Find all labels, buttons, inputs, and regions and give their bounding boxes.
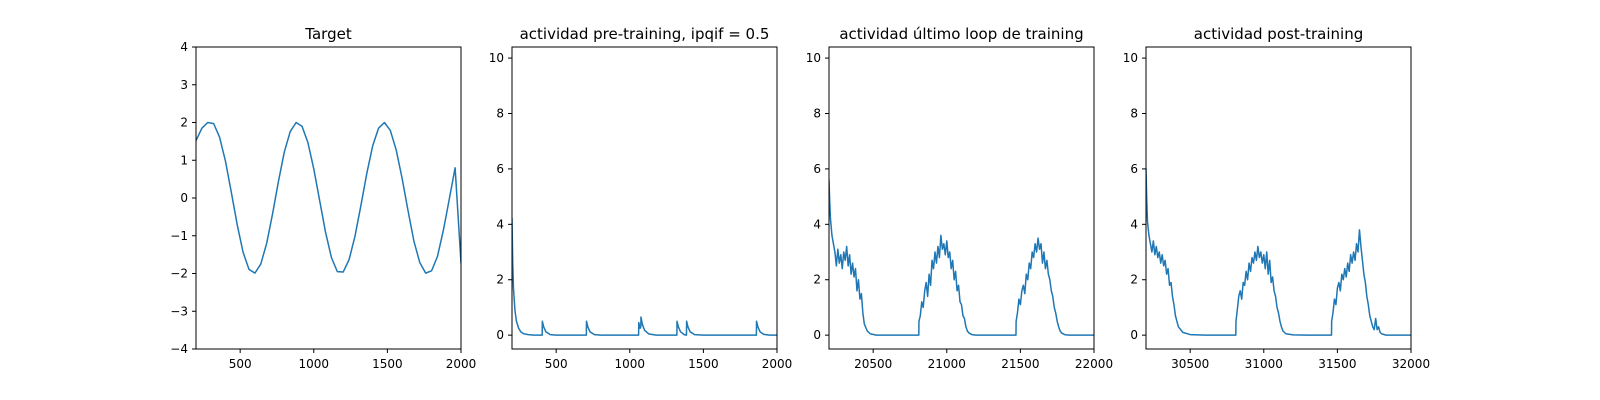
subplot-1: 500 1000 1500 2000 −4 −3 −2 −1 0 1 2 3 4 Target: [170, 25, 476, 371]
series-line-1: [1146, 168, 1411, 336]
subplot-4: 30500 31000 31500 32000 0 2 4 6 8 10 actividad pos…: [1123, 25, 1430, 371]
subplot-title: actividad pre-training, ipqif = 0.5: [520, 25, 770, 43]
y-tick-label: 4: [496, 217, 504, 231]
y-tick-label: −4: [170, 342, 188, 356]
x-tick-label: 2000: [762, 357, 793, 371]
x-tick-label: 1000: [299, 357, 330, 371]
y-tick-label: 0: [1130, 328, 1138, 342]
x-tick-label: 1000: [615, 357, 646, 371]
series-line-1: [512, 218, 777, 336]
y-tick-label: 6: [1130, 162, 1138, 176]
x-tick-label: 32000: [1392, 357, 1430, 371]
y-tick-label: 2: [1130, 273, 1138, 287]
x-tick-label: 1500: [372, 357, 403, 371]
x-tick-label: 1500: [688, 357, 719, 371]
y-tick-label: −3: [170, 304, 188, 318]
x-tick-label: 31500: [1318, 357, 1356, 371]
plot-frame: [511, 46, 778, 350]
y-tick-label: 8: [813, 106, 821, 120]
x-tick-label: 500: [545, 357, 568, 371]
x-tick-label: 22000: [1075, 357, 1113, 371]
plot-frame: [1145, 46, 1412, 350]
y-tick-label: 0: [180, 191, 188, 205]
subplot-2: 500 1000 1500 2000 0 2 4 6 8 10 actividad pre-trai…: [489, 25, 793, 371]
y-tick-label: 0: [813, 328, 821, 342]
y-tick-label: 10: [806, 51, 821, 65]
plot-frame: [828, 46, 1095, 350]
y-tick-label: −1: [170, 229, 188, 243]
x-tick-label: 30500: [1171, 357, 1209, 371]
y-tick-label: 8: [1130, 106, 1138, 120]
series-line-1: [829, 179, 1094, 336]
y-tick-label: 10: [1123, 51, 1138, 65]
subplot-title: Target: [304, 25, 352, 43]
x-tick-label: 2000: [446, 357, 477, 371]
y-tick-label: 2: [496, 273, 504, 287]
x-tick-label: 500: [229, 357, 252, 371]
y-tick-label: 0: [496, 328, 504, 342]
y-tick-label: 2: [180, 116, 188, 130]
y-tick-label: 10: [489, 51, 504, 65]
series-line-1: [196, 121, 461, 274]
y-tick-label: 1: [180, 153, 188, 167]
y-tick-label: 4: [1130, 217, 1138, 231]
y-tick-label: 4: [180, 40, 188, 54]
y-tick-label: 3: [180, 78, 188, 92]
x-tick-label: 21000: [928, 357, 966, 371]
y-tick-label: 6: [813, 162, 821, 176]
y-tick-label: 4: [813, 217, 821, 231]
y-tick-label: −2: [170, 267, 188, 281]
subplot-title: actividad último loop de training: [839, 25, 1083, 43]
x-tick-label: 31000: [1245, 357, 1283, 371]
subplot-3: 20500 21000 21500 22000 0 2 4 6 8 10 actividad últ…: [806, 25, 1113, 371]
y-tick-label: 8: [496, 106, 504, 120]
y-tick-label: 2: [813, 273, 821, 287]
x-tick-label: 21500: [1001, 357, 1039, 371]
subplot-title: actividad post-training: [1194, 25, 1363, 43]
x-tick-label: 20500: [854, 357, 892, 371]
y-tick-label: 6: [496, 162, 504, 176]
